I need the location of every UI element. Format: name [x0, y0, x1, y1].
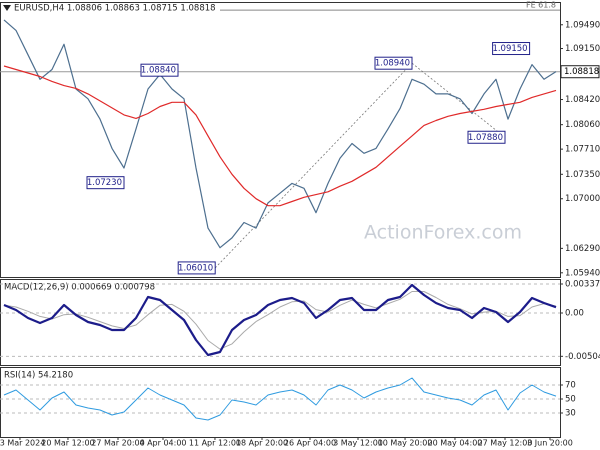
x-tick-label: 13 Mar 2024: [0, 439, 45, 448]
price-label: 1.06010: [178, 263, 213, 273]
price-label-box: [177, 261, 216, 275]
panel-frame: [0, 279, 561, 366]
y-tick-label: 30: [565, 408, 576, 418]
series-line: [3, 291, 557, 350]
series-line: [3, 65, 557, 207]
x-tick-label: 4 Apr 04:00: [139, 439, 186, 448]
y-tick-label: 1.08060: [565, 120, 600, 130]
price-label-box: [492, 42, 531, 56]
y-tick-label: 1.09490: [565, 20, 600, 30]
panel-frame: [0, 2, 561, 278]
panel-title: RSI(14) 54.2180: [4, 371, 73, 381]
x-tick-label: 3 Jun 20:00: [527, 439, 573, 448]
x-tick-label: 11 Apr 12:00: [189, 439, 241, 448]
y-tick-label: 1.07350: [565, 170, 600, 180]
x-tick-label: 20 May 04:00: [428, 439, 483, 448]
watermark: ActionForex.com: [364, 222, 522, 244]
x-tick-label: 26 Apr 04:00: [284, 439, 336, 448]
price-label-box: [467, 130, 506, 144]
y-tick-label: 1.07000: [565, 194, 600, 204]
y-tick-label: 1.09150: [565, 44, 600, 54]
last-price-box: [560, 65, 600, 79]
price-label-box: [374, 56, 413, 70]
title-marker: [3, 5, 11, 11]
x-tick-label: 10 May 20:00: [378, 439, 433, 448]
y-tick-label: 1.06290: [565, 244, 600, 254]
x-tick-label: 27 May 12:00: [478, 439, 533, 448]
panel-frame: [0, 367, 561, 438]
y-tick-label: 70: [565, 380, 576, 390]
y-tick-label: 0.003375: [565, 280, 600, 290]
price-label: 1.09150: [492, 44, 527, 54]
series-line: [3, 19, 557, 249]
price-label: 1.08840: [141, 66, 176, 76]
chart-title: EURUSD,H4 1.08806 1.08863 1.08715 1.0881…: [14, 4, 216, 14]
x-tick-label: 27 Mar 20:00: [91, 439, 144, 448]
x-tick-label: 3 May 12:00: [333, 439, 383, 448]
last-price-label: 1.08818: [564, 67, 599, 77]
price-label: 1.08940: [375, 59, 410, 69]
x-tick-label: 18 Apr 20:00: [236, 439, 288, 448]
fe-label: FE 61.8: [526, 1, 556, 10]
series-line: [3, 377, 557, 421]
y-tick-label: 1.05940: [565, 268, 600, 278]
price-label: 1.07230: [87, 178, 122, 188]
price-label: 1.07880: [468, 133, 503, 143]
panel-title: MACD(12,26,9) 0.000669 0.000798: [4, 283, 155, 293]
y-tick-label: 0.00: [565, 309, 584, 319]
series-line: [3, 283, 557, 357]
y-tick-label: 1.07710: [565, 145, 600, 155]
y-tick-label: 50: [565, 394, 576, 404]
y-tick-label: -0.00504: [565, 352, 600, 362]
y-tick-label: 1.08420: [565, 95, 600, 105]
price-label-box: [86, 176, 125, 190]
price-label-box: [140, 63, 179, 77]
x-tick-label: 20 Mar 12:00: [41, 439, 94, 448]
